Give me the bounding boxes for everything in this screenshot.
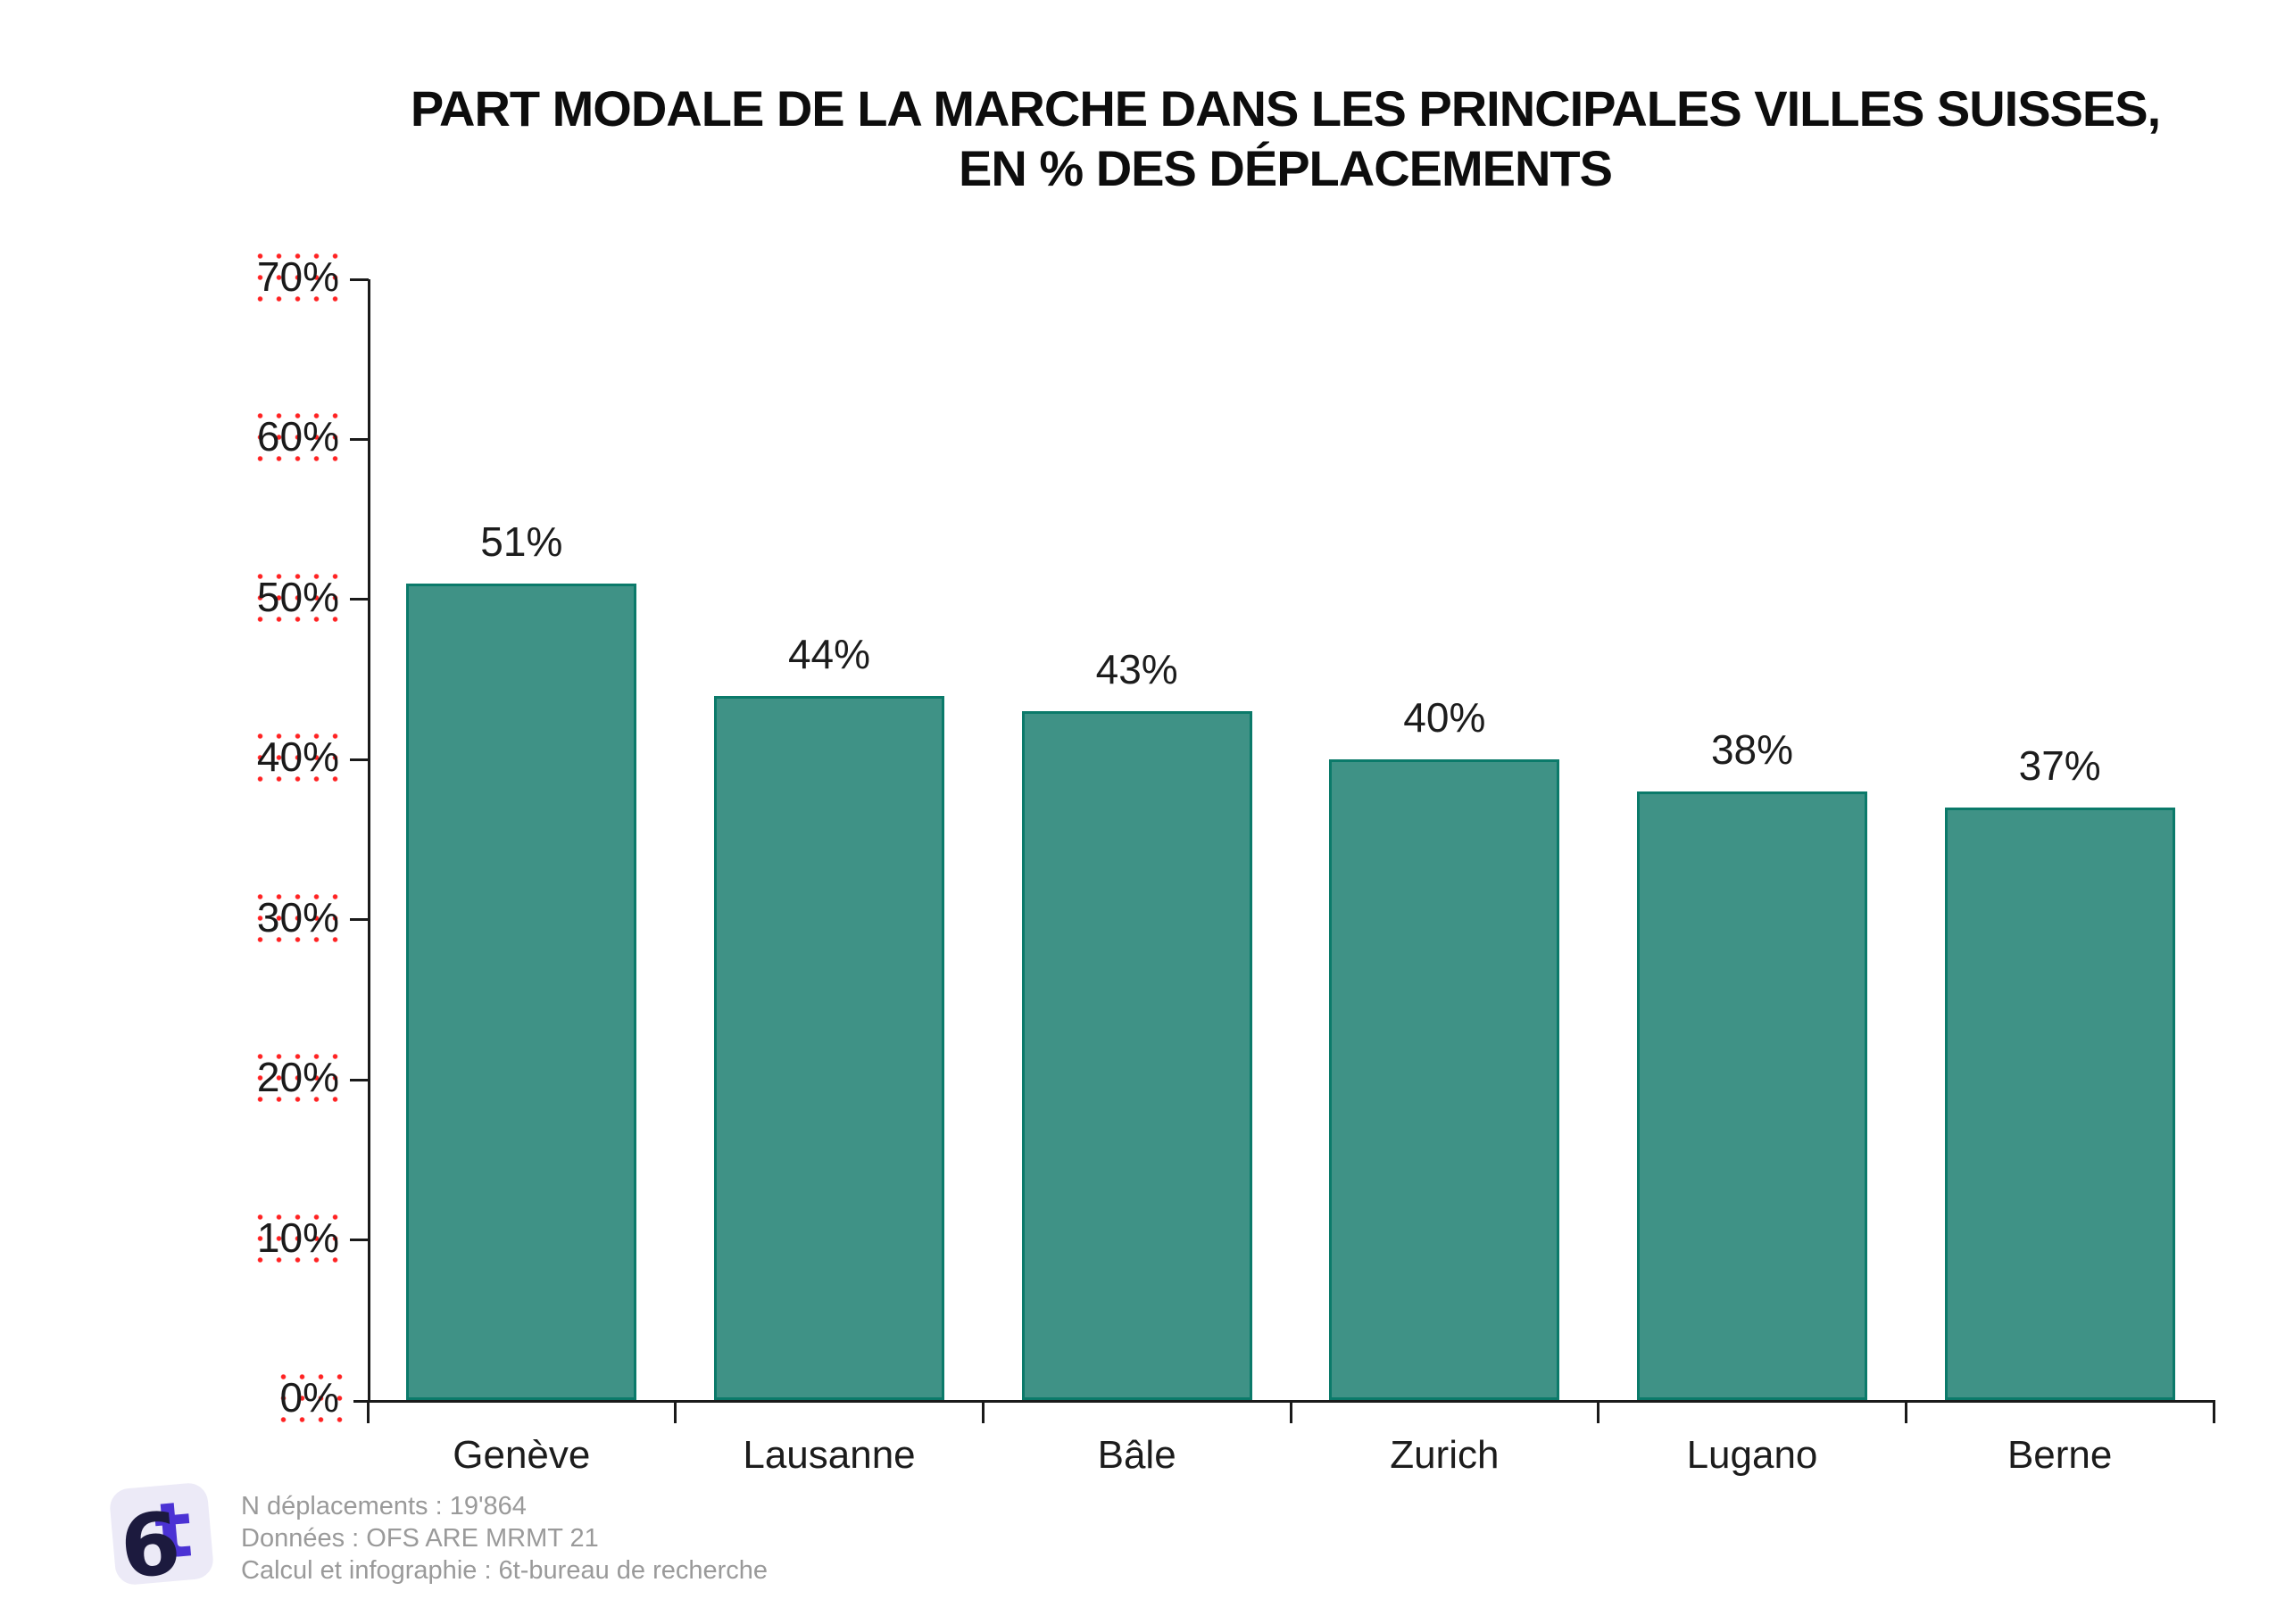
y-axis-label-box: 20% <box>134 1042 348 1114</box>
y-axis-tick-50% <box>350 598 369 601</box>
chart-title-line-1: PART MODALE DE LA MARCHE DANS LES PRINCI… <box>410 80 2161 137</box>
x-axis-tick <box>1597 1402 1600 1423</box>
bar-value-label: 44% <box>787 630 871 677</box>
bar-value-label: 37% <box>2018 742 2101 790</box>
logo-six-glyph: 6 <box>116 1493 184 1585</box>
y-axis-tick-30% <box>350 918 369 922</box>
x-axis-tick <box>674 1402 677 1423</box>
footer-line-n-deplacements: N déplacements : 19'864 <box>241 1492 527 1520</box>
footer-line-donnees: Données : OFS ARE MRMT 21 <box>241 1524 599 1553</box>
y-axis-label: 60% <box>247 402 348 474</box>
x-axis-category-label: Lausanne <box>743 1433 916 1477</box>
x-axis-tick <box>1904 1402 1907 1423</box>
x-axis-category-label: Bâle <box>1097 1433 1176 1477</box>
bar-value-label: 38% <box>1710 726 1794 774</box>
y-axis-tick-70% <box>350 278 369 281</box>
y-axis-tick-60% <box>350 437 369 441</box>
y-axis-label: 40% <box>247 722 348 794</box>
bar-lugano <box>1637 791 1867 1400</box>
x-axis-tick <box>981 1402 985 1423</box>
chart-title-line-2: EN % DES DÉPLACEMENTS <box>959 140 1613 197</box>
x-axis-category-label: Zurich <box>1390 1433 1500 1477</box>
y-axis-tick-20% <box>350 1078 369 1081</box>
bar-value-label: 51% <box>480 518 563 565</box>
y-axis-label-box: 30% <box>134 882 348 954</box>
y-axis-label: 70% <box>247 242 348 313</box>
bar-zurich <box>1329 759 1560 1400</box>
footer-source-text: N déplacements : 19'864 Données : OFS AR… <box>241 1483 768 1587</box>
x-axis-category-label: Berne <box>2007 1433 2113 1477</box>
bar-geneve <box>406 583 637 1400</box>
6t-logo: t 6 <box>110 1483 213 1585</box>
x-axis-category-label: Lugano <box>1686 1433 1818 1477</box>
y-axis-label: 20% <box>247 1042 348 1114</box>
y-axis-label: 50% <box>247 561 348 634</box>
bar-bale <box>1021 711 1252 1400</box>
y-axis-tick-10% <box>350 1239 369 1242</box>
y-axis-label: 30% <box>247 882 348 954</box>
y-axis-label-box: 60% <box>134 402 348 474</box>
x-axis-line <box>353 1400 2215 1403</box>
x-axis-tick <box>1289 1402 1292 1423</box>
bar-value-label: 43% <box>1095 646 1178 693</box>
y-axis-label-box: 50% <box>134 561 348 634</box>
y-axis-label-box: 10% <box>134 1202 348 1274</box>
y-axis-line <box>368 279 370 1402</box>
y-axis-tick-40% <box>350 758 369 761</box>
y-axis-label: 0% <box>270 1363 348 1434</box>
y-axis-label-box: 70% <box>134 242 348 313</box>
x-axis-category-label: Genève <box>453 1433 591 1477</box>
y-axis-label: 10% <box>247 1202 348 1274</box>
bar-lausanne <box>714 695 944 1400</box>
chart-title: PART MODALE DE LA MARCHE DANS LES PRINCI… <box>259 79 2285 198</box>
footer-line-calcul: Calcul et infographie : 6t-bureau de rec… <box>241 1556 769 1585</box>
x-axis-tick <box>366 1402 370 1423</box>
bar-berne <box>1944 808 2175 1400</box>
logo-t-glyph: t <box>151 1485 195 1577</box>
bar-value-label: 40% <box>1403 694 1486 742</box>
y-axis-label-box: 40% <box>134 722 348 794</box>
x-axis-tick <box>2212 1402 2215 1423</box>
footer: t 6 N déplacements : 19'864 Données : OF… <box>105 1483 768 1587</box>
y-axis-label-box: 0% <box>134 1363 348 1434</box>
